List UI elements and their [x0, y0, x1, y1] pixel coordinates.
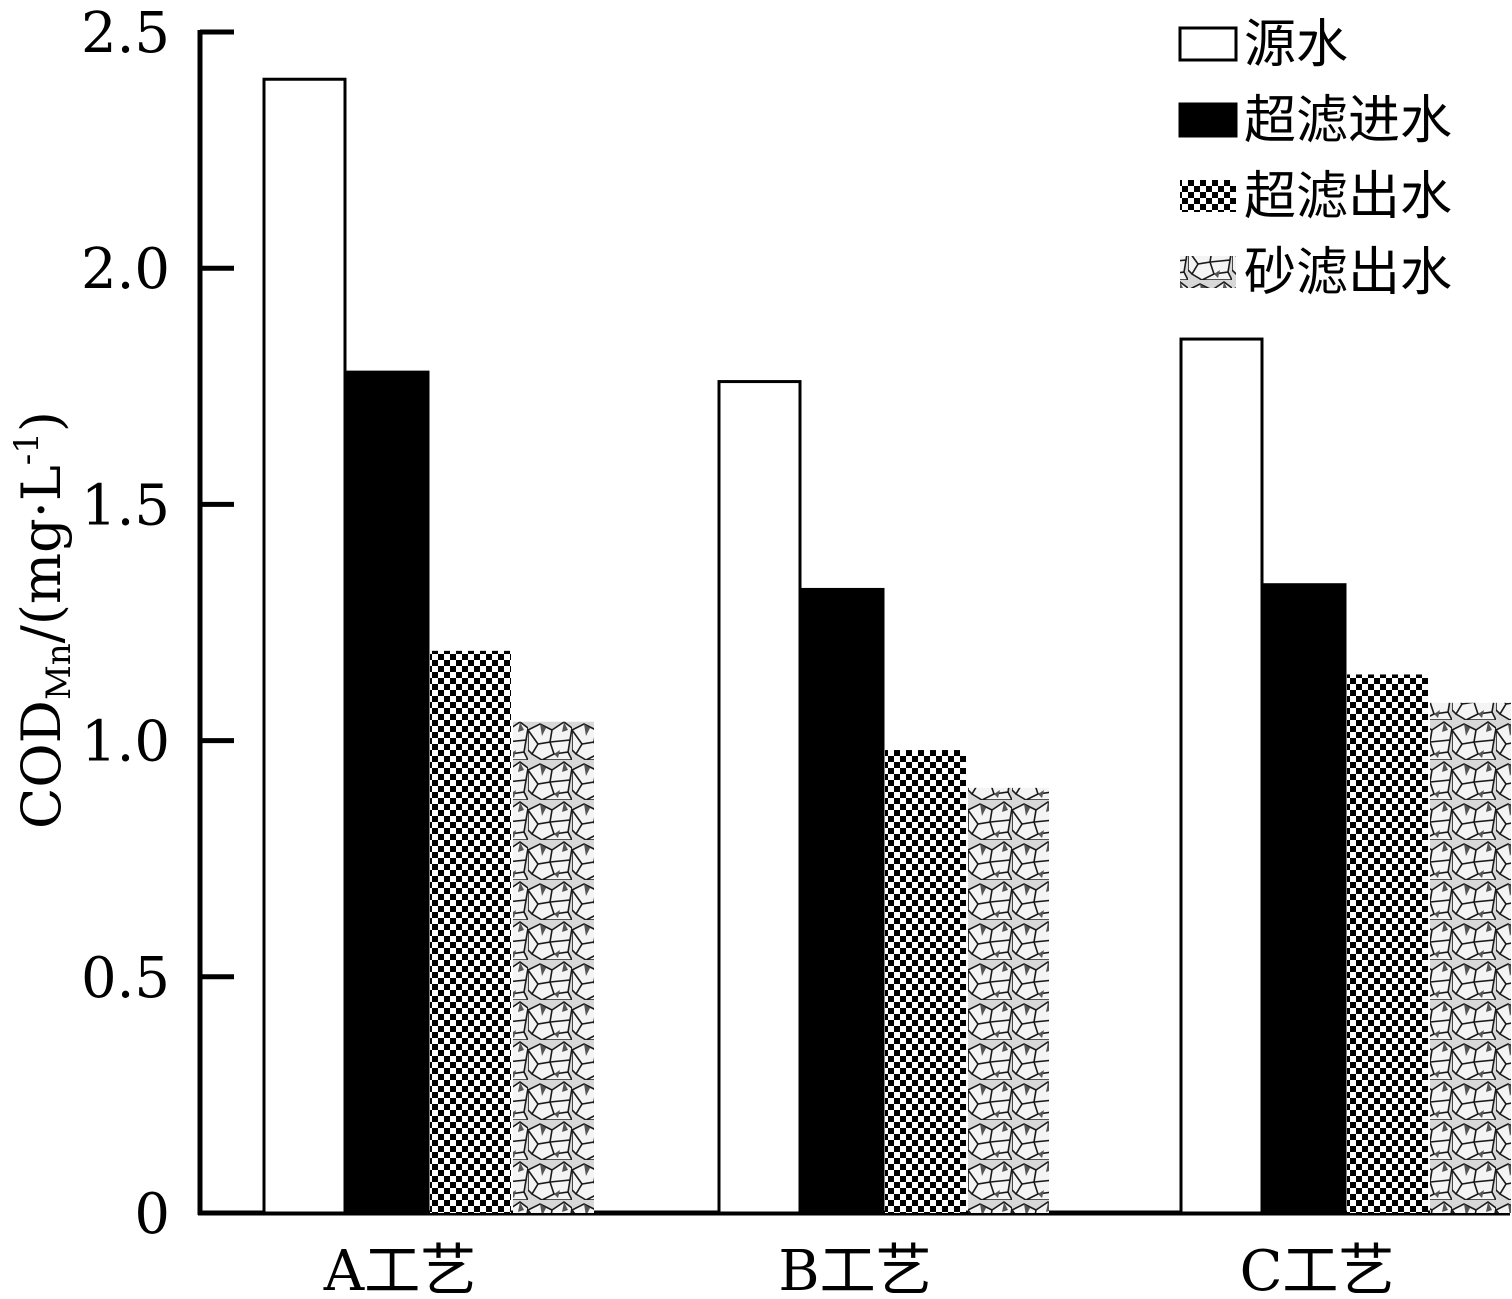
y-tick-label: 2.5 [81, 1, 170, 66]
bar [800, 587, 885, 1215]
bar [345, 370, 430, 1215]
y-tick-label: 2.0 [81, 237, 170, 302]
legend-label: 超滤进水 [1244, 91, 1452, 151]
legend-label: 砂滤出水 [1244, 243, 1452, 303]
y-axis-title: CODMn/(mg·L-1) [7, 411, 79, 829]
x-tick-label: B工艺 [778, 1239, 931, 1299]
bar [717, 380, 802, 1215]
bar [262, 77, 347, 1215]
bars: A工艺 B工艺 C工艺 [262, 77, 1511, 1299]
x-tick-label: C工艺 [1240, 1239, 1395, 1299]
axes: 0 0.5 1.0 1.5 2.0 2.5 [81, 1, 1510, 1247]
bar [1430, 702, 1511, 1213]
y-tick-label: 0 [134, 1182, 170, 1247]
legend-label: 超滤出水 [1244, 167, 1452, 227]
bar [885, 750, 966, 1213]
legend-swatch [1178, 102, 1238, 138]
legend-swatch [1180, 256, 1236, 288]
x-tick-label: A工艺 [323, 1239, 476, 1299]
y-tick-label: 1.0 [81, 710, 170, 775]
legend-swatch [1180, 180, 1236, 212]
svg-text:CODMn/(mg·L-1): CODMn/(mg·L-1) [7, 411, 79, 829]
bar [1179, 337, 1264, 1215]
bar [430, 650, 511, 1213]
bar [513, 721, 594, 1213]
y-tick-label: 0.5 [81, 946, 170, 1011]
legend-label: 源水 [1244, 15, 1348, 75]
bar [1347, 674, 1428, 1213]
y-tick-label: 1.5 [81, 473, 170, 538]
bar [968, 787, 1049, 1213]
legend-swatch [1178, 26, 1238, 62]
bar [1262, 583, 1347, 1215]
